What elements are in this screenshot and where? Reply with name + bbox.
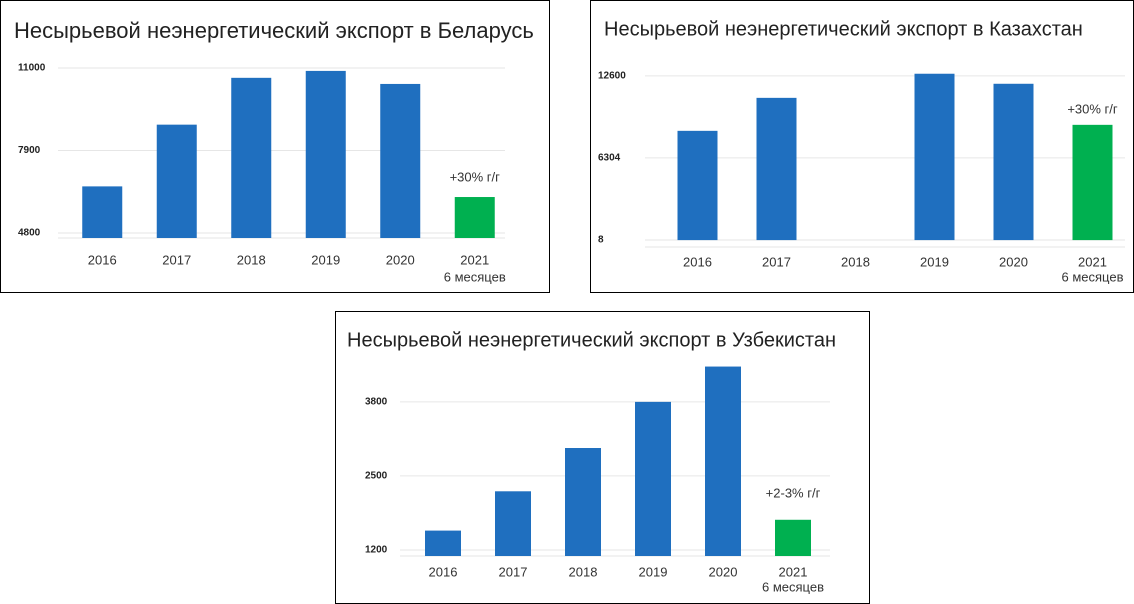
bar: [454, 197, 495, 238]
x-tick-label: 2018: [569, 564, 598, 579]
x-tick-label: 2017: [499, 564, 528, 579]
x-tick-label: 2019: [639, 564, 668, 579]
x-tick-label: 2019: [311, 252, 340, 267]
bar: [380, 83, 421, 238]
annotation: +2-3% г/г: [766, 485, 821, 500]
bar: [635, 401, 671, 556]
bar: [425, 530, 461, 556]
bar: [756, 97, 797, 241]
bar: [305, 70, 346, 239]
period-note: 6 месяцев: [762, 579, 824, 594]
y-tick-label: 6304: [598, 153, 621, 164]
annotation: +30% г/г: [1067, 101, 1118, 116]
bar: [677, 130, 718, 241]
bar: [495, 491, 531, 556]
x-tick-label: 2020: [709, 564, 738, 579]
bar: [775, 519, 811, 556]
bar: [705, 366, 741, 556]
chart-title: Несырьевой неэнергетический экспорт в Бе…: [14, 18, 534, 43]
x-tick-label: 2019: [920, 254, 949, 269]
annotation: +30% г/г: [450, 169, 501, 184]
y-tick-label: 7900: [18, 145, 41, 156]
y-tick-label: 2500: [365, 471, 388, 482]
x-tick-label: 2021: [1078, 254, 1107, 269]
x-tick-label: 2016: [429, 564, 458, 579]
bar: [565, 448, 601, 556]
y-tick-label: 1200: [365, 545, 388, 556]
x-tick-label: 2020: [386, 252, 415, 267]
y-tick-label: 8: [598, 235, 604, 246]
bar: [156, 124, 197, 238]
panel: [590, 0, 1134, 293]
x-tick-label: 2021: [779, 564, 808, 579]
chart-title: Несырьевой неэнергетический экспорт в Ка…: [604, 18, 1083, 40]
panel: [0, 0, 550, 293]
x-tick-label: 2018: [841, 254, 870, 269]
bar: [231, 77, 272, 239]
bar: [1072, 124, 1113, 241]
x-tick-label: 2016: [88, 252, 117, 267]
period-note: 6 месяцев: [1062, 269, 1124, 284]
bar: [82, 186, 123, 238]
y-tick-label: 11000: [18, 63, 46, 74]
panel: [335, 311, 870, 604]
x-tick-label: 2020: [999, 254, 1028, 269]
x-tick-label: 2017: [762, 254, 791, 269]
chart-title: Несырьевой неэнергетический экспорт в Уз…: [347, 329, 836, 351]
bar: [914, 73, 955, 241]
period-note: 6 месяцев: [444, 269, 506, 284]
x-tick-label: 2016: [683, 254, 712, 269]
y-tick-label: 12600: [598, 70, 626, 81]
y-tick-label: 3800: [365, 397, 388, 408]
x-tick-label: 2021: [460, 252, 489, 267]
x-tick-label: 2017: [162, 252, 191, 267]
y-tick-label: 4800: [18, 228, 41, 239]
x-tick-label: 2018: [237, 252, 266, 267]
bar: [993, 83, 1034, 241]
